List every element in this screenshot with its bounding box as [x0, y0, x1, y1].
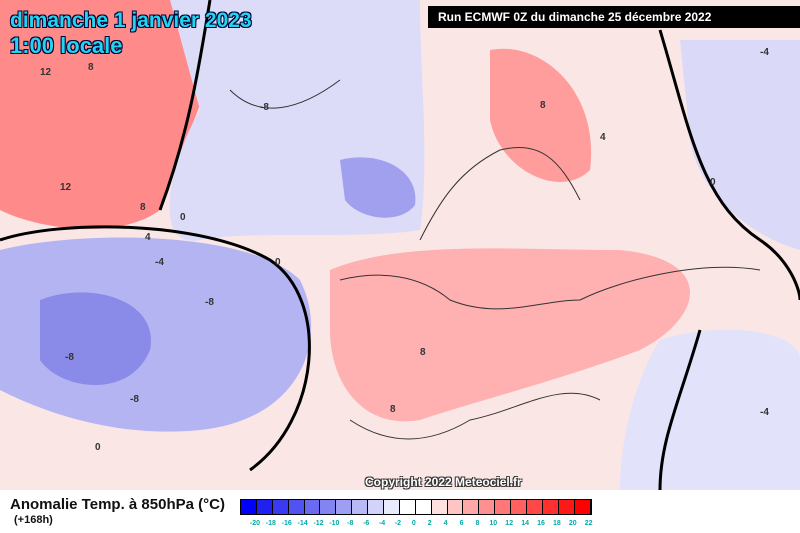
- color-scale-bar: [240, 499, 592, 515]
- zero-contour-east: [658, 29, 800, 301]
- contour-label: 8: [420, 347, 426, 358]
- color-scale-swatch: [479, 500, 496, 514]
- contour-label: 8: [88, 62, 94, 73]
- color-scale-swatch: [447, 500, 464, 514]
- contour-label: 0: [180, 212, 186, 223]
- color-scale-swatch: [256, 500, 273, 514]
- zero-contour-north: [158, 0, 212, 211]
- contour-label: 0: [275, 257, 281, 268]
- color-scale-tick: 4: [443, 520, 448, 527]
- contour-label: -8: [65, 352, 74, 363]
- color-scale-tick: 14: [521, 520, 529, 527]
- contour-label: 12: [60, 182, 72, 193]
- contour-label: -4: [155, 257, 164, 268]
- contour-label: -8: [205, 297, 214, 308]
- contour-label: -4: [760, 47, 769, 58]
- color-scale-tick: 22: [584, 520, 593, 527]
- warm-anomaly-russia: [490, 48, 592, 182]
- forecast-hour: (+168h): [14, 514, 53, 526]
- cold-core-atlantic: [40, 292, 151, 385]
- color-scale-swatch: [320, 500, 337, 514]
- color-scale-tick: 0: [411, 520, 416, 527]
- contour-label: 4: [600, 132, 606, 143]
- color-scale-swatch: [384, 500, 400, 514]
- color-scale-tick: -20: [249, 520, 260, 527]
- color-scale-swatch: [558, 500, 575, 514]
- color-scale-swatch: [272, 500, 289, 514]
- color-scale-swatch: [336, 500, 353, 514]
- zero-contour-southeast: [658, 329, 702, 490]
- color-scale-swatch: [288, 500, 305, 514]
- cold-anomaly-norway-sea: [340, 157, 416, 218]
- contour-label: 8: [390, 404, 396, 415]
- color-scale-swatch: [368, 500, 385, 514]
- forecast-time: 1:00 locale: [10, 33, 123, 58]
- color-scale-swatch: [527, 500, 543, 514]
- color-scale-tick: -10: [329, 520, 340, 527]
- color-scale-tick: 12: [505, 520, 514, 527]
- color-scale-swatch: [495, 500, 512, 514]
- color-scale-swatch: [511, 500, 528, 514]
- color-scale-swatch: [415, 500, 432, 514]
- color-scale-swatch: [399, 500, 416, 514]
- contour-label: 8: [540, 100, 546, 111]
- color-scale-swatch: [542, 500, 559, 514]
- color-scale-tick: -8: [347, 520, 354, 527]
- color-scale-tick: 18: [552, 520, 561, 527]
- color-scale-tick: -4: [378, 520, 386, 527]
- color-scale-swatch: [352, 500, 369, 514]
- contour-label: 0: [95, 442, 101, 453]
- contour-label: 12: [40, 67, 52, 78]
- color-scale-tick: -2: [394, 520, 402, 527]
- color-scale-tick: 20: [568, 520, 577, 527]
- color-scale-tick: -12: [313, 520, 324, 527]
- contour-label: -8: [260, 102, 269, 113]
- color-scale-tick: -16: [281, 520, 292, 527]
- color-scale-swatch: [463, 500, 480, 514]
- forecast-date: dimanche 1 janvier 2023: [10, 9, 252, 32]
- warm-anomaly-northwest: [0, 0, 216, 229]
- color-scale-tick: -6: [363, 520, 370, 527]
- contour-label: 4: [145, 232, 151, 243]
- color-scale-tick: -18: [265, 520, 276, 527]
- model-run-banner: Run ECMWF 0Z du dimanche 25 décembre 202…: [428, 6, 800, 28]
- color-scale-swatch: [304, 500, 321, 514]
- cool-anomaly-east: [680, 40, 800, 250]
- color-scale-tick: 2: [427, 520, 432, 527]
- color-scale-tick: 6: [459, 520, 464, 527]
- color-scale-swatch: [241, 500, 257, 514]
- color-scale-tick: -14: [297, 520, 308, 527]
- legend-title: Anomalie Temp. à 850hPa (°C): [10, 496, 225, 513]
- contour-label: -4: [760, 407, 769, 418]
- contour-label: 8: [140, 202, 146, 213]
- copyright: Copyright 2022 Meteociel.fr: [365, 475, 522, 489]
- color-scale-ticks: -20 -18 -16 -14 -12 -10 -8 -6 -4 -2 0 2 4 6 8 10 12 14 16 1…: [247, 520, 597, 527]
- temperature-anomaly-map: 12 8 12 8 4 0 -8 -4 -8 -8 -8 0 8 8 4 8 0…: [0, 0, 800, 490]
- contour-label: 0: [710, 177, 716, 188]
- coastline-europe: [229, 79, 761, 440]
- color-scale-swatch: [574, 500, 591, 514]
- color-scale-tick: 8: [475, 520, 480, 527]
- contour-label: -8: [130, 394, 139, 405]
- color-scale-tick: 10: [489, 520, 498, 527]
- zero-contour-west: [0, 225, 311, 472]
- color-scale-tick: 16: [537, 520, 545, 527]
- color-scale-swatch: [431, 500, 448, 514]
